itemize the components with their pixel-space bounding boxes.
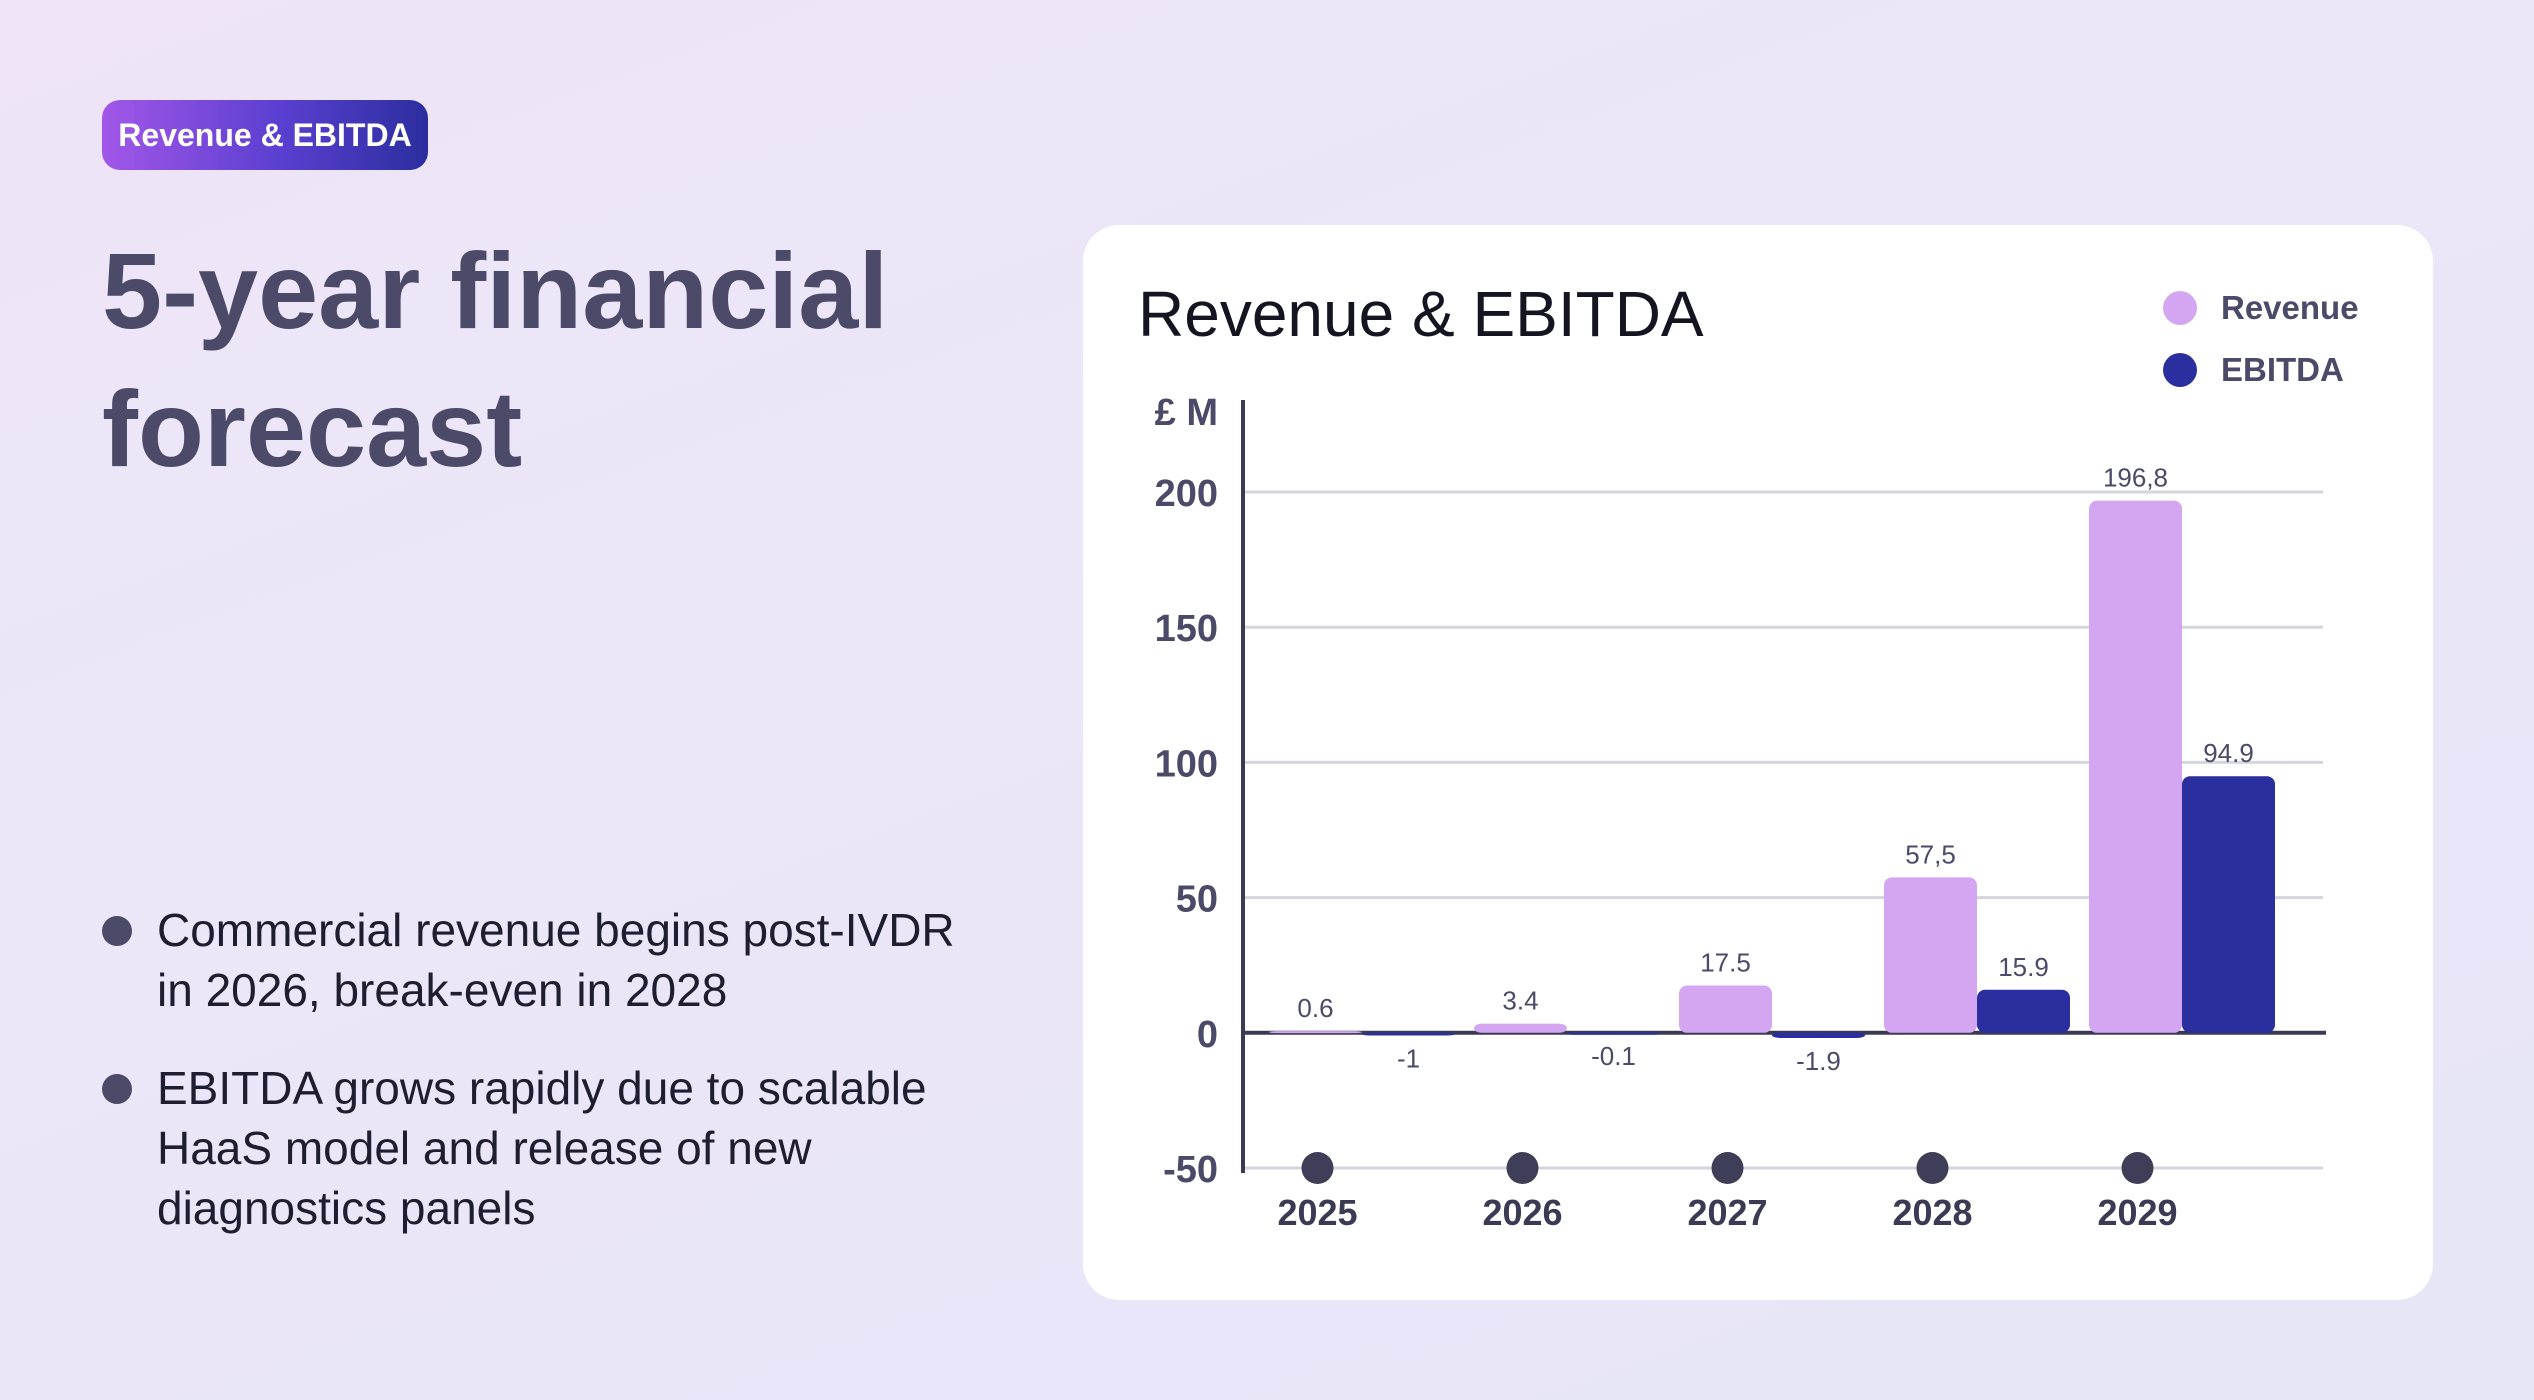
chart-title: Revenue & EBITDA xyxy=(1138,278,1704,350)
x-tick-marker xyxy=(2121,1152,2154,1184)
bullet-text: EBITDA grows rapidly due to scalable Haa… xyxy=(157,1062,927,1234)
data-label: 17.5 xyxy=(1700,947,1751,977)
bar-ebitda-2026 xyxy=(1567,1032,1660,1035)
bullet-dot-icon xyxy=(102,1074,132,1104)
legend-label-ebitda: EBITDA xyxy=(2221,351,2344,388)
x-tick-marker xyxy=(1916,1152,1949,1184)
x-tick-label: 2029 xyxy=(2097,1192,2177,1233)
data-label: -1.9 xyxy=(1796,1046,1841,1076)
data-label: 94.9 xyxy=(2203,738,2254,768)
bar-ebitda-2025 xyxy=(1362,1032,1455,1036)
data-label: 3.4 xyxy=(1502,986,1538,1016)
legend-item-ebitda: EBITDA xyxy=(2163,339,2359,401)
y-tick-label: 200 xyxy=(1155,473,1218,515)
y-tick-label: 150 xyxy=(1155,608,1218,650)
chart-card: Revenue & EBITDA Revenue EBITDA 200 150 10… xyxy=(1083,225,2433,1300)
x-tick-label: 2026 xyxy=(1482,1192,1562,1233)
data-label: 0.6 xyxy=(1297,993,1333,1023)
bullet-item: Commercial revenue begins post-IVDR in 2… xyxy=(102,900,1002,1020)
data-label: -0.1 xyxy=(1591,1041,1636,1071)
bullet-dot-icon xyxy=(102,916,132,946)
bar-ebitda-2029 xyxy=(2182,776,2275,1033)
x-tick-label: 2025 xyxy=(1277,1192,1357,1233)
y-axis-unit: £ M xyxy=(1155,392,1218,434)
legend-swatch-revenue xyxy=(2163,291,2197,325)
bar-revenue-2028 xyxy=(1884,877,1977,1033)
x-tick-marker xyxy=(1301,1152,1334,1184)
legend-item-revenue: Revenue xyxy=(2163,277,2359,339)
bar-revenue-2025 xyxy=(1269,1031,1362,1034)
bullet-text: Commercial revenue begins post-IVDR in 2… xyxy=(157,904,955,1016)
legend-swatch-ebitda xyxy=(2163,353,2197,387)
x-tick-marker xyxy=(1711,1152,1744,1184)
bullet-list: Commercial revenue begins post-IVDR in 2… xyxy=(102,900,1002,1276)
data-label: -1 xyxy=(1397,1044,1420,1074)
data-label: 15.9 xyxy=(1998,952,2049,982)
bar-revenue-2027 xyxy=(1679,985,1772,1033)
x-tick-label: 2028 xyxy=(1892,1192,1972,1233)
page-title: 5-year financial forecast xyxy=(102,230,889,489)
y-tick-label: -50 xyxy=(1163,1149,1218,1191)
y-tick-label: 100 xyxy=(1155,743,1218,785)
x-tick-label: 2027 xyxy=(1687,1192,1767,1233)
y-tick-label: 0 xyxy=(1197,1014,1218,1056)
x-tick-marker xyxy=(1506,1152,1539,1184)
bar-revenue-2029 xyxy=(2089,500,2182,1033)
bar-ebitda-2027 xyxy=(1772,1032,1865,1038)
bar-revenue-2026 xyxy=(1474,1023,1567,1033)
bar-ebitda-2028 xyxy=(1977,989,2070,1033)
bullet-item: EBITDA grows rapidly due to scalable Haa… xyxy=(102,1058,1002,1238)
y-tick-label: 50 xyxy=(1176,879,1218,921)
section-badge: Revenue & EBITDA xyxy=(102,100,428,170)
bar-chart: 200 150 100 50 0 -50 £ M 0.6 -1 2025 3.4 -0.1 2026 17… xyxy=(1155,392,2326,1233)
chart-legend: Revenue EBITDA xyxy=(2163,277,2359,401)
legend-label-revenue: Revenue xyxy=(2221,289,2359,326)
data-label: 57,5 xyxy=(1905,839,1956,869)
data-label: 196,8 xyxy=(2103,463,2168,493)
